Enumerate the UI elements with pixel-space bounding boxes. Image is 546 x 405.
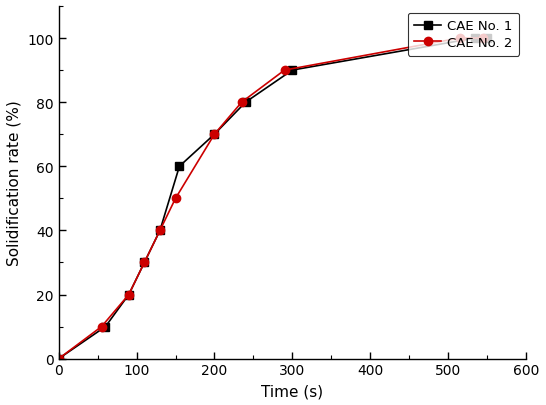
CAE No. 2 (141, 260, 147, 265)
CAE No. 1 (472, 36, 478, 41)
CAE No. 2 (172, 196, 179, 201)
CAE No. 1 (56, 356, 62, 361)
X-axis label: Time (s): Time (s) (261, 383, 323, 398)
CAE No. 2 (98, 324, 105, 329)
CAE No. 2 (480, 36, 486, 41)
CAE No. 1 (141, 260, 147, 265)
Y-axis label: Solidification rate (%): Solidification rate (%) (7, 100, 22, 266)
CAE No. 2 (456, 36, 463, 41)
Line: CAE No. 2: CAE No. 2 (55, 35, 487, 363)
CAE No. 2 (239, 100, 245, 105)
CAE No. 1 (102, 324, 109, 329)
CAE No. 1 (242, 100, 249, 105)
Legend: CAE No. 1, CAE No. 2: CAE No. 1, CAE No. 2 (408, 13, 519, 57)
CAE No. 2 (157, 228, 163, 233)
CAE No. 1 (289, 68, 295, 73)
CAE No. 2 (211, 132, 218, 137)
CAE No. 2 (126, 292, 132, 297)
CAE No. 1 (211, 132, 218, 137)
CAE No. 2 (56, 356, 62, 361)
CAE No. 2 (281, 68, 288, 73)
CAE No. 1 (484, 36, 490, 41)
CAE No. 1 (126, 292, 132, 297)
CAE No. 1 (157, 228, 163, 233)
Line: CAE No. 1: CAE No. 1 (55, 35, 491, 363)
CAE No. 1 (176, 164, 183, 169)
